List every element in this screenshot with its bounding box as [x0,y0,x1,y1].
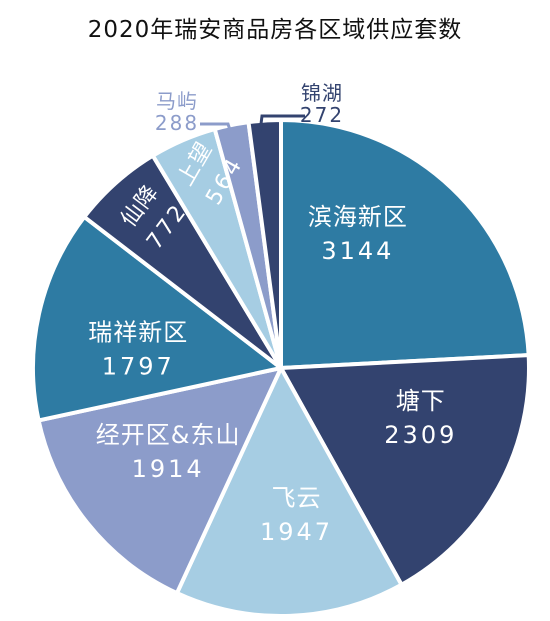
slice-value: 2309 [384,421,457,449]
slice-label: 塘下 [396,387,446,415]
pie-slice [36,366,283,596]
pie-slice [279,353,531,587]
slice-value: 1947 [260,518,333,546]
slice-label: 飞云 [272,484,322,512]
slice-label-group: 塘下 2309 [384,387,457,449]
slice-label-group: 瑞祥新区 1797 [88,318,188,380]
slice-label: 锦湖 [301,81,343,105]
leader-line [258,114,305,133]
pie-slice [246,118,283,370]
chart-title: 2020年瑞安商品房各区域供应套数 [87,17,463,43]
slice-label: 瑞祥新区 [88,318,188,346]
slice-value: 272 [300,103,344,127]
slice-label-group: 经开区&东山 1914 [96,421,241,483]
pie-slice [174,366,404,618]
leader-line [200,122,234,137]
slice-label-group: 滨海新区 3144 [308,203,408,265]
slice-value: 1914 [132,455,205,483]
slice-value: 3144 [321,237,394,265]
pie-slice [279,118,531,370]
slice-label: 马屿 [156,89,198,113]
slice-value: 288 [155,111,199,135]
pie-slice [31,214,283,423]
slice-label: 经开区&东山 [96,421,241,449]
slice-label-group: 飞云 1947 [260,484,333,546]
slice-value: 1797 [102,352,175,380]
slice-label: 滨海新区 [308,203,408,231]
